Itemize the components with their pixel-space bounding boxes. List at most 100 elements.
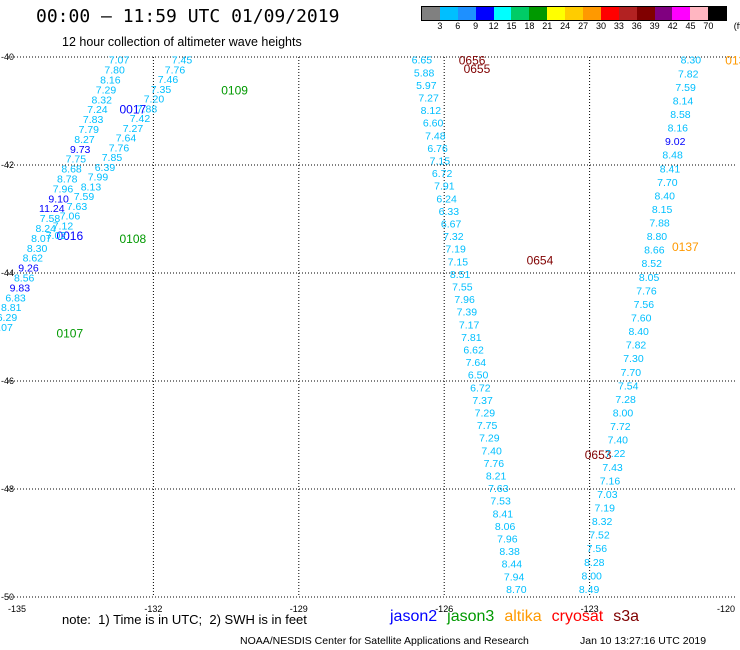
swh-value-label: 8.32 [91, 94, 112, 106]
swh-value-label: 7.88 [137, 103, 158, 115]
swh-value-label: 7.07 [0, 322, 13, 334]
swh-value-label: 6.72 [470, 382, 491, 394]
swh-value-label: 6.24 [436, 193, 457, 205]
colorbar-level-label: 15 [506, 21, 517, 31]
pass-time-label: 0017 [119, 102, 146, 116]
swh-value-label: 6.33 [439, 206, 460, 218]
colorbar-level-label: 45 [685, 21, 696, 31]
swh-value-label: 8.66 [644, 245, 665, 257]
swh-value-label: 7.91 [434, 181, 455, 193]
swh-value-label: 9.83 [10, 282, 31, 294]
pass-time-label: 0107 [56, 326, 83, 340]
swh-value-label: 8.14 [673, 95, 694, 107]
legend-item: cryosat [551, 608, 604, 625]
pass-time-label: 0653 [585, 448, 612, 462]
swh-value-label: 7.27 [123, 123, 144, 135]
swh-value-label: 7.15 [448, 256, 469, 268]
swh-value-label: 7.76 [165, 64, 186, 76]
pass-time-label: 0656 [459, 54, 486, 68]
swh-value-label: 7.07 [109, 55, 130, 67]
swh-value-label: 8.49 [579, 584, 600, 596]
swh-value-label: 6.76 [427, 143, 448, 155]
y-tick-label: -40 [1, 52, 14, 62]
swh-value-label: 7.19 [595, 502, 616, 514]
swh-value-label: 7.76 [636, 285, 657, 297]
swh-value-label: 8.06 [495, 521, 516, 533]
units-note: note: 1) Time is in UTC; 2) SWH is in fe… [62, 612, 307, 627]
swh-value-label: 8.40 [655, 190, 676, 202]
colorbar-level-label: 18 [524, 21, 535, 31]
colorbar-swatch [493, 7, 512, 20]
colorbar-swatch [547, 7, 566, 20]
swh-value-label: 7.64 [466, 357, 487, 369]
swh-value-label: 9.02 [665, 136, 686, 148]
swh-value-label: 7.16 [600, 475, 621, 487]
pass-time-label: 0109 [221, 83, 248, 97]
legend-item: jason3 [447, 608, 495, 625]
swh-value-label: 7.76 [109, 142, 130, 154]
swh-value-label: 8.00 [581, 570, 602, 582]
pass-time-label: 0137 [672, 240, 699, 254]
swh-value-label: 7.54 [618, 380, 639, 392]
swh-value-label: 7.85 [102, 152, 123, 164]
colorbar-level-label: 36 [631, 21, 642, 31]
x-tick-label: -120 [717, 604, 735, 614]
swh-value-label: 8.13 [81, 181, 102, 193]
swh-value-label: 7.28 [615, 394, 636, 406]
swh-value-label: 7.56 [634, 299, 655, 311]
y-tick-label: -48 [1, 484, 14, 494]
swh-value-label: 7.35 [151, 84, 172, 96]
swh-value-label: 7.96 [454, 294, 475, 306]
swh-value-label: 8.58 [670, 109, 691, 121]
swh-value-label: 5.88 [414, 67, 435, 79]
swh-value-label: 8.41 [493, 508, 514, 520]
swh-value-label: 8.41 [660, 163, 681, 175]
swh-value-label: 7.12 [53, 220, 74, 232]
swh-value-label: 6.62 [463, 345, 484, 357]
swh-value-label: 8.16 [100, 75, 121, 87]
swh-value-label: 7.70 [621, 367, 642, 379]
colorbar-level-label: 6 [455, 21, 461, 31]
y-tick-label: -42 [1, 160, 14, 170]
swh-value-label: 7.22 [605, 448, 626, 460]
legend-item: altika [504, 608, 542, 625]
swh-value-label: 8.48 [662, 150, 683, 162]
swh-value-label: 9.73 [70, 144, 91, 156]
swh-value-label: 7.63 [488, 483, 509, 495]
colorbar-level-label: 21 [542, 21, 553, 31]
swh-value-label: 8.05 [639, 272, 660, 284]
swh-value-label: 6.29 [0, 312, 17, 324]
swh-value-label: 8.00 [613, 408, 634, 420]
swh-value-label: 7.79 [79, 124, 100, 136]
x-tick-label: -123 [581, 604, 599, 614]
swh-value-label: 7.96 [53, 183, 74, 195]
swh-value-label: 7.39 [457, 307, 478, 319]
swh-value-label: 7.29 [479, 433, 500, 445]
colorbar-swatch [636, 7, 655, 20]
colorbar-level-label: 42 [667, 21, 678, 31]
swh-value-label: 8.52 [641, 258, 662, 270]
credit-line: NOAA/NESDIS Center for Satellite Applica… [240, 635, 529, 647]
swh-value-label: 7.94 [504, 571, 525, 583]
swh-value-label: 6.60 [423, 118, 444, 130]
swh-value-label: 6.72 [432, 168, 453, 180]
colorbar-swatch [618, 7, 637, 20]
colorbar-level-label: 9 [473, 21, 479, 31]
pass-time-label: 0016 [56, 229, 83, 243]
x-tick-label: -135 [8, 604, 26, 614]
swh-value-label: 6.83 [5, 292, 26, 304]
y-tick-label: -46 [1, 376, 14, 386]
colorbar-level-label: 39 [649, 21, 660, 31]
colorbar-level-label: 12 [488, 21, 499, 31]
swh-value-label: 7.42 [130, 113, 151, 125]
swh-value-label: 7.83 [83, 114, 104, 126]
swh-value-label: 7.48 [425, 130, 446, 142]
colorbar-swatch [708, 7, 727, 20]
swh-value-label: 7.20 [144, 94, 165, 106]
swh-value-label: 7.59 [74, 191, 95, 203]
colorbar-swatch [511, 7, 530, 20]
swh-value-label: 7.80 [104, 65, 125, 77]
